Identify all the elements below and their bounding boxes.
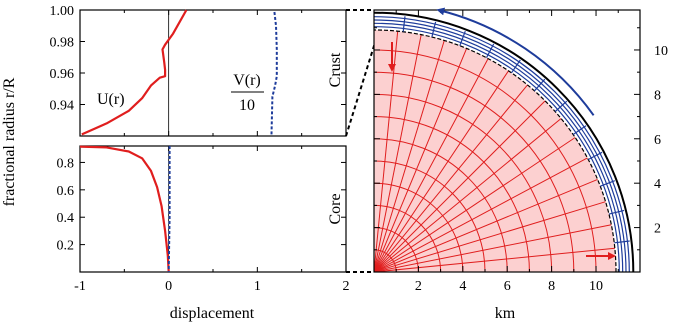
u-displacement-line <box>79 145 170 273</box>
core-grid-ray <box>373 118 562 273</box>
crust-grid-ray <box>402 16 406 32</box>
crust-grid-circle <box>373 19 627 273</box>
v-series-label-denominator: 10 <box>239 97 255 114</box>
crust-grid-ray <box>485 43 495 58</box>
core-grid-ray <box>373 34 422 273</box>
crust-grid-ray <box>572 125 587 135</box>
crust-grid-ray <box>511 59 521 74</box>
core-grid-ray <box>373 201 606 273</box>
crust-grid-circle <box>373 16 630 273</box>
y-tick-label: 0.8 <box>57 156 75 171</box>
crust-grid-ray <box>608 209 625 215</box>
crust-displacement-panel: 0.94 0.96 0.98 1.00 <box>50 4 347 137</box>
v-series-label-numerator: V(r) <box>233 72 261 89</box>
crust-grid-ray <box>554 100 568 112</box>
core-grid-ray <box>373 58 489 273</box>
zoom-connector-diagonal <box>345 32 379 137</box>
core-displacement-panel: 0.2 0.4 0.6 0.8 -1 0 1 2 <box>57 145 350 294</box>
x-tick-label: 1 <box>254 279 261 294</box>
x-tick-label: 0 <box>165 279 172 294</box>
y-tick-label: 2 <box>654 222 661 237</box>
x-axis-label: displacement <box>170 305 255 322</box>
x-tick-label: 4 <box>459 279 466 294</box>
core-crust-boundary <box>373 29 617 273</box>
crust-grid-ray <box>459 30 466 46</box>
core-grid-ray <box>373 84 528 273</box>
core-grid-ray <box>373 48 468 273</box>
y-tick-label: 0.98 <box>50 36 75 51</box>
v-displacement-line <box>270 9 278 135</box>
y-tick-label: 0.94 <box>50 99 75 114</box>
core-grid-ray <box>373 100 546 273</box>
y-tick-label: 0.96 <box>50 67 75 82</box>
y-tick-label: 0.6 <box>57 184 75 199</box>
u-displacement-line <box>81 9 188 136</box>
displacement-plots: 0.94 0.96 0.98 1.00 0.2 0.4 0.6 0.8 -1 0 1 2 fract… <box>1 4 350 322</box>
y-tick-label: 1.00 <box>50 4 75 19</box>
plot-frame <box>79 145 347 273</box>
core-grid-ray <box>373 137 576 273</box>
x-tick-label: 8 <box>548 279 555 294</box>
y-axis-label: fractional radius r/R <box>1 77 18 206</box>
v-displacement-line <box>167 146 171 273</box>
x-tick-label: 2 <box>415 279 422 294</box>
crust-grid-ray <box>588 151 603 161</box>
x-tick-label: 2 <box>343 279 350 294</box>
side-label-core: Core <box>327 193 344 224</box>
x-tick-label: 10 <box>589 279 603 294</box>
u-series-label: U(r) <box>97 91 125 108</box>
core-grid-ray <box>373 40 445 273</box>
y-tick-label: 0.2 <box>57 239 75 254</box>
star-surface <box>373 11 635 273</box>
core-grid-ray <box>373 70 509 273</box>
crust-motion-arrow <box>436 7 595 116</box>
quarter-star-diagram: 2 4 6 8 10 2 4 6 8 10 <box>373 7 668 294</box>
core-grid-ray <box>373 178 598 273</box>
y-tick-label: 4 <box>654 177 661 192</box>
crust-grid-ray <box>614 240 630 244</box>
crust-grid-circle <box>373 26 620 273</box>
core-grid-ray <box>373 157 588 273</box>
core-grid-ray <box>373 247 615 273</box>
crust-grid-ray <box>534 78 546 92</box>
crust-grid-circle <box>373 22 624 273</box>
side-label-crust: Crust <box>327 52 344 87</box>
zoom-connectors <box>345 9 379 273</box>
crust-grid-ray <box>600 180 616 187</box>
x-tick-label: 6 <box>504 279 511 294</box>
y-tick-label: 6 <box>654 133 661 148</box>
core-grid-ray <box>373 224 612 273</box>
y-tick-label: 10 <box>654 44 668 59</box>
x-tick-label: -1 <box>74 279 86 294</box>
y-tick-label: 8 <box>654 88 661 103</box>
km-axis-label: km <box>495 305 516 322</box>
crust-grid-ray <box>431 21 437 38</box>
y-tick-label: 0.4 <box>57 211 75 226</box>
